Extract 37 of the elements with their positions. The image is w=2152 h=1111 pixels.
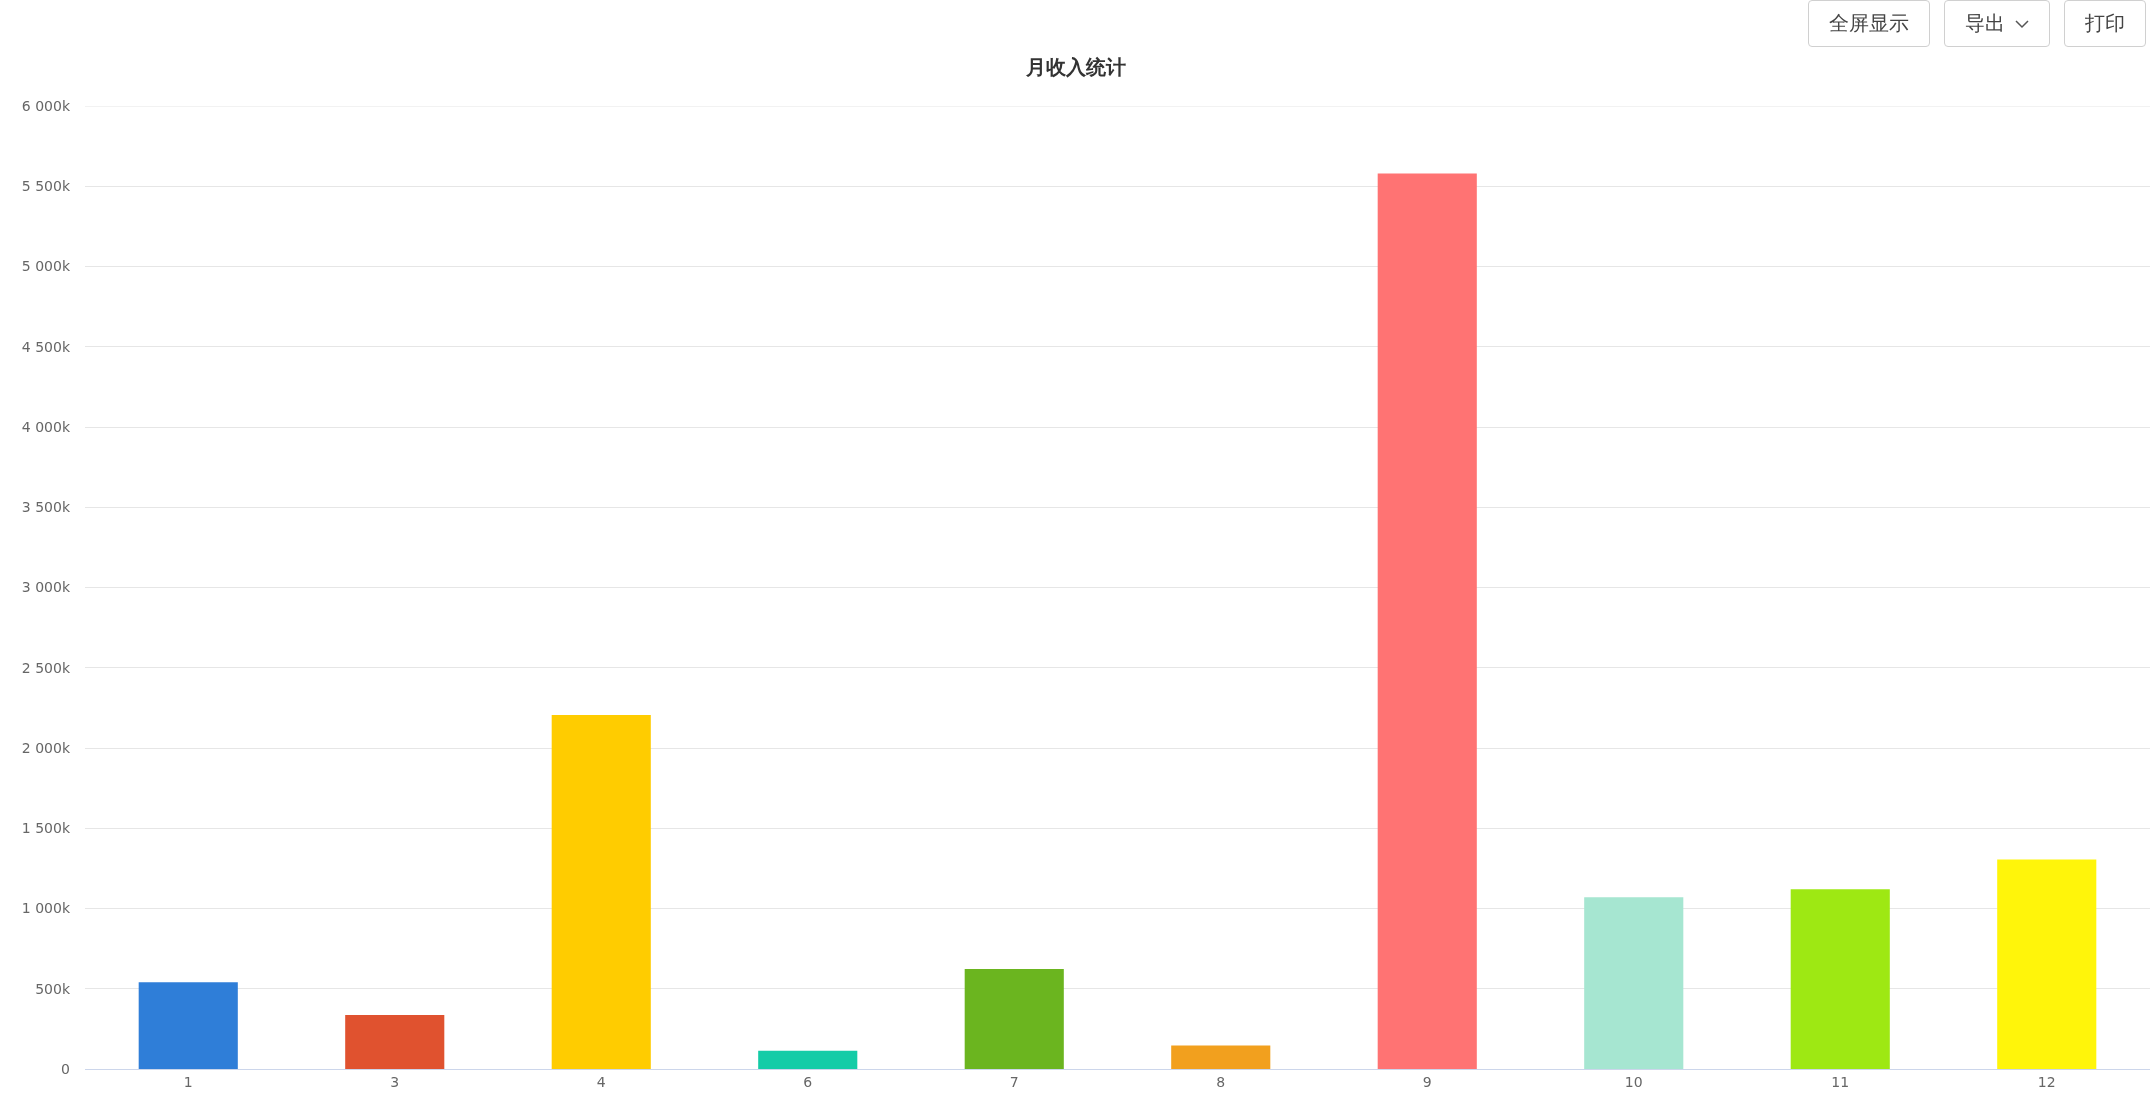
y-tick-label: 3 500k [21,499,71,516]
y-tick-label: 3 000k [21,579,71,596]
y-tick-label: 4 000k [21,418,71,435]
bar [345,1015,445,1069]
x-tick-label: 1 [183,1073,193,1090]
bar [1790,889,1890,1069]
bar [1584,897,1684,1069]
y-tick-label: 5 000k [21,258,71,275]
x-tick-label: 6 [803,1073,813,1090]
y-tick-label: 4 500k [21,338,71,355]
bar [1377,173,1477,1069]
y-tick-label: 2 000k [21,739,71,756]
y-tick-label: 2 500k [21,659,71,676]
y-tick-label: 1 000k [21,900,71,917]
x-tick-label: 12 [2037,1073,2056,1090]
y-tick-label: 1 500k [21,820,71,837]
y-tick-label: 0 [61,1060,70,1077]
bar [1171,1045,1271,1069]
x-tick-label: 10 [1624,1073,1643,1090]
y-tick-label: 6 000k [21,97,71,114]
x-tick-label: 11 [1831,1073,1850,1090]
button: 导出 [1944,0,2050,47]
bar [1997,859,2097,1069]
x-tick-label: 4 [596,1073,606,1090]
x-tick-label: 8 [1216,1073,1226,1090]
x-tick-label: 3 [390,1073,400,1090]
y-tick-label: 5 500k [21,178,71,195]
button: 全屏显示 [1808,0,1930,47]
bar [138,982,238,1069]
x-tick-label: 7 [1009,1073,1019,1090]
x-tick-label: 9 [1422,1073,1432,1090]
y-tick-label: 500k [35,980,71,997]
bar [964,969,1064,1069]
bar [551,714,651,1069]
bar [758,1050,858,1069]
button: 打印 [2064,0,2146,47]
chart-title: 月收入统计 [1025,54,1126,79]
